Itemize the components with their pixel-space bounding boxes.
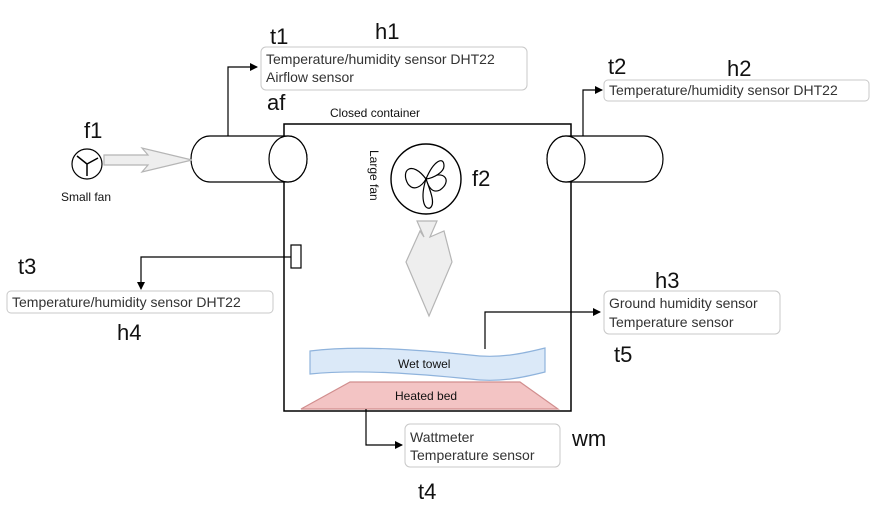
wet-towel-label: Wet towel [398, 357, 450, 371]
tag-t1: t1 [270, 24, 288, 49]
tag-h1: h1 [375, 19, 399, 44]
tag-h3: h3 [655, 268, 679, 293]
tag-h4: h4 [117, 320, 141, 345]
connector-t1 [227, 63, 258, 136]
container-label: Closed container [330, 106, 420, 120]
tag-h2: h2 [727, 56, 751, 81]
svg-text:Temperature sensor: Temperature sensor [410, 447, 535, 463]
tag-t2: t2 [608, 54, 626, 79]
svg-text:Ground humidity sensor: Ground humidity sensor [609, 295, 758, 311]
wet-towel [309, 347, 546, 381]
wall-sensor [290, 244, 302, 269]
tag-wm: wm [571, 426, 606, 451]
tag-t4: t4 [418, 479, 436, 504]
small-fan-airflow-arrow [103, 146, 193, 174]
outlet-tube [546, 135, 664, 183]
large-fan-label: Large fan [367, 150, 381, 201]
heated-bed-label: Heated bed [395, 389, 457, 403]
closed-container [283, 123, 572, 412]
connector-t4 [365, 409, 403, 449]
inlet-tube [190, 135, 308, 183]
connector-t2 [582, 86, 603, 136]
tag-af: af [267, 90, 286, 115]
small-fan-label: Small fan [61, 190, 111, 204]
svg-text:Temperature/humidity sensor DH: Temperature/humidity sensor DHT22 [12, 294, 241, 310]
svg-text:Temperature sensor: Temperature sensor [609, 314, 734, 330]
sensor-box-t1: Temperature/humidity sensor DHT22 Airflo… [260, 46, 528, 91]
heated-bed [300, 381, 560, 410]
tag-t3: t3 [18, 254, 36, 279]
sensor-box-ground: Ground humidity sensor Temperature senso… [603, 290, 781, 335]
sensor-box-t2: Temperature/humidity sensor DHT22 [603, 79, 870, 102]
sensor-box-t3: Temperature/humidity sensor DHT22 [6, 290, 274, 314]
connector-t3 [137, 256, 291, 290]
svg-text:Wattmeter: Wattmeter [410, 429, 474, 445]
large-fan-icon [390, 143, 462, 215]
svg-text:Airflow sensor: Airflow sensor [266, 69, 354, 85]
tag-f2: f2 [472, 166, 490, 191]
svg-text:Temperature/humidity sensor DH: Temperature/humidity sensor DHT22 [609, 82, 838, 98]
large-fan-airflow-arrow [405, 220, 453, 318]
tag-f1: f1 [84, 118, 102, 143]
small-fan-icon [71, 148, 103, 180]
connector-t5 [484, 308, 601, 349]
sensor-box-wattmeter: Wattmeter Temperature sensor [404, 423, 561, 468]
tag-t5: t5 [614, 342, 632, 367]
svg-text:Temperature/humidity sensor DH: Temperature/humidity sensor DHT22 [266, 51, 495, 67]
